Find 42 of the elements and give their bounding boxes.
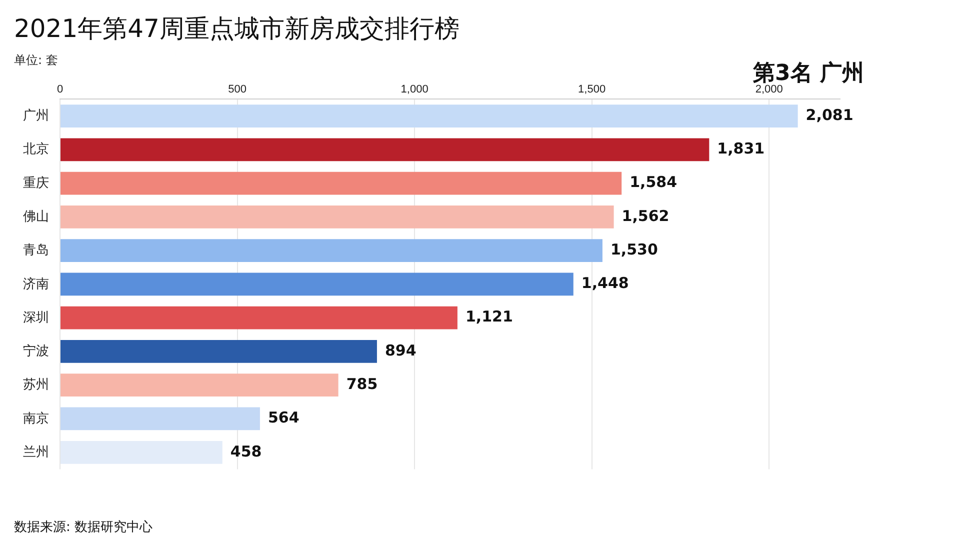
bar [60,440,222,464]
y-tick-label: 青岛 [23,242,49,258]
y-tick-label: 重庆 [23,174,49,190]
bar [60,172,622,195]
chart-subtitle: 单位: 套 [14,52,58,69]
bar [60,239,602,262]
y-tick-label: 宁波 [23,343,49,358]
y-tick-label: 佛山 [23,208,49,224]
data-label: 1,562 [622,206,670,225]
text: 第3名 广州 [753,60,864,86]
data-label: 564 [268,408,300,427]
y-tick-label: 南京 [23,410,49,426]
data-label: 1,530 [610,240,658,258]
x-tick-label: 2,000 [755,84,783,96]
bar [60,407,260,430]
data-label: 458 [230,442,262,460]
data-label: 894 [384,341,416,360]
y-tick-label: 兰州 [23,444,49,459]
bar [60,138,710,162]
y-tick-label: 深圳 [23,309,49,324]
chart-title: 2021年第47周重点城市新房成交排行榜 [14,13,460,45]
bar [60,374,338,397]
data-label: 1,831 [717,140,765,158]
source-note: 数据来源: 数据研究中心 [14,519,153,536]
data-label: 785 [346,375,378,393]
y-tick-label: 济南 [23,276,49,291]
data-label: 1,121 [465,308,513,326]
bar [60,340,377,363]
x-tick-label: 1,500 [578,84,606,96]
bar [60,104,798,128]
x-tick-label: 0 [56,84,64,96]
y-tick-label: 北京 [23,141,49,156]
bar [60,205,614,228]
bar [60,306,458,330]
bar [60,272,574,296]
data-label: 1,448 [581,274,629,292]
x-tick-label: 500 [228,84,246,96]
x-tick-label: 1,000 [400,84,428,96]
y-tick-label: 苏州 [23,376,49,392]
data-label: 2,081 [806,106,854,124]
data-label: 1,584 [630,173,678,192]
y-tick-label: 广州 [23,108,49,123]
